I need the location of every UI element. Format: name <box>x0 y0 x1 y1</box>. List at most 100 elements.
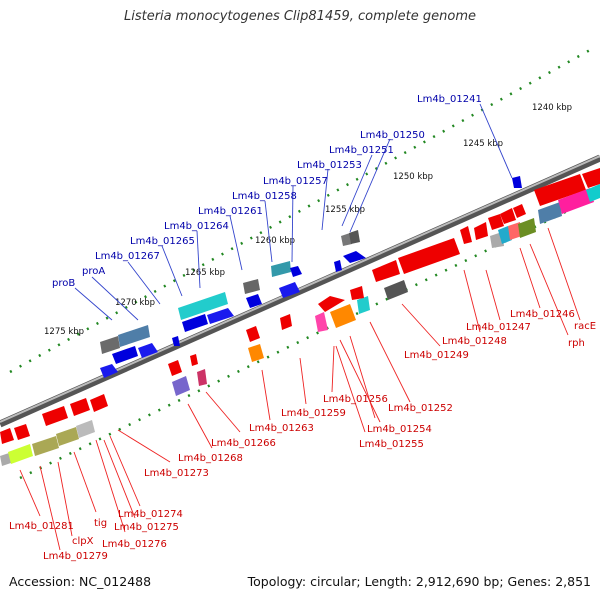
tick-label: 1250 kbp <box>393 172 433 182</box>
gene-reverse <box>90 394 108 412</box>
gene-forward <box>172 336 180 346</box>
tick-label: 1265 kbp <box>185 268 225 278</box>
gene-reverse <box>32 436 59 456</box>
gene-forward <box>178 292 228 320</box>
gene-reverse <box>0 428 14 444</box>
gene-forward <box>279 282 300 298</box>
gene-label-forward: proA <box>82 266 105 277</box>
gene-reverse <box>384 280 408 300</box>
gene-reverse <box>488 214 504 230</box>
gene-label-reverse: rph <box>568 338 585 349</box>
gene-label-reverse: Lm4b_01268 <box>178 453 243 464</box>
forward-genes <box>100 176 522 378</box>
gene-reverse <box>8 444 33 464</box>
gene-label-reverse: Lm4b_01252 <box>388 403 453 414</box>
gene-label-reverse: Lm4b_01249 <box>404 350 469 361</box>
gene-label-reverse: racE <box>574 321 596 332</box>
outer-tick-track <box>9 48 591 374</box>
genome-title: Listeria monocytogenes Clip81459, comple… <box>123 9 476 24</box>
gene-reverse <box>70 398 90 416</box>
gene-label-reverse: Lm4b_01279 <box>43 551 108 562</box>
tick-labels: 1240 kbp 1245 kbp 1250 kbp 1255 kbp 1260… <box>44 103 572 337</box>
gene-reverse <box>246 326 260 342</box>
gene-reverse <box>582 168 600 188</box>
gene-reverse <box>197 369 207 386</box>
reverse-leaders <box>19 227 581 551</box>
gene-label-reverse: Lm4b_01256 <box>323 394 388 405</box>
gene-forward <box>290 266 302 277</box>
gene-forward <box>271 261 291 277</box>
gene-reverse <box>474 222 488 240</box>
reverse-genes <box>0 168 600 466</box>
tick-label: 1275 kbp <box>44 327 84 337</box>
gene-label-forward: Lm4b_01241 <box>417 94 482 105</box>
gene-reverse <box>350 286 364 300</box>
gene-forward <box>100 364 118 378</box>
gene-label-forward: Lm4b_01258 <box>232 191 297 202</box>
forward-leaders <box>74 103 513 321</box>
gene-label-forward: Lm4b_01257 <box>263 176 328 187</box>
gene-reverse <box>42 406 68 426</box>
gene-label-forward: Lm4b_01264 <box>164 221 229 232</box>
tick-label: 1255 kbp <box>325 205 365 215</box>
genome-summary-text: Topology: circular; Length: 2,912,690 bp… <box>247 574 591 589</box>
gene-reverse <box>586 184 600 202</box>
gene-forward <box>343 251 366 263</box>
gene-reverse <box>280 314 292 330</box>
gene-forward <box>349 230 360 244</box>
gene-forward <box>334 260 342 272</box>
gene-label-reverse: Lm4b_01259 <box>281 408 346 419</box>
gene-label-reverse: clpX <box>72 536 94 547</box>
gene-label-forward: Lm4b_01253 <box>297 160 362 171</box>
gene-reverse <box>398 238 460 274</box>
gene-reverse <box>372 260 400 282</box>
gene-forward <box>512 176 522 188</box>
genome-backbone <box>0 154 600 428</box>
gene-reverse <box>168 360 182 376</box>
gene-label-forward: Lm4b_01250 <box>360 130 425 141</box>
accession-text: Accession: NC_012488 <box>9 574 152 589</box>
gene-label-reverse: Lm4b_01246 <box>510 309 575 320</box>
gene-reverse <box>357 296 370 314</box>
gene-reverse <box>534 174 586 206</box>
gene-forward <box>207 308 234 324</box>
gene-label-forward: proB <box>52 278 75 289</box>
gene-reverse <box>318 296 345 312</box>
gene-forward <box>246 294 262 308</box>
gene-label-reverse: Lm4b_01281 <box>9 521 74 532</box>
gene-reverse <box>558 188 594 214</box>
gene-label-reverse: tig <box>94 518 107 529</box>
gene-label-reverse: Lm4b_01276 <box>102 539 167 550</box>
gene-label-reverse: Lm4b_01255 <box>359 439 424 450</box>
gene-reverse <box>172 376 190 396</box>
forward-labels: Lm4b_01241 Lm4b_01250 Lm4b_01251 Lm4b_01… <box>52 94 482 289</box>
gene-label-forward: Lm4b_01251 <box>329 145 394 156</box>
gene-forward <box>341 233 352 246</box>
gene-forward <box>112 346 138 364</box>
gene-label-reverse: Lm4b_01275 <box>114 522 179 533</box>
gene-forward <box>138 343 158 358</box>
gene-reverse <box>460 226 472 244</box>
gene-reverse <box>500 208 516 224</box>
gene-reverse <box>518 218 536 238</box>
gene-label-forward: Lm4b_01261 <box>198 206 263 217</box>
gene-reverse <box>14 424 30 440</box>
tick-label: 1270 kbp <box>115 298 155 308</box>
reverse-labels: racE rph Lm4b_01246 Lm4b_01247 Lm4b_0124… <box>9 309 596 562</box>
tick-label: 1240 kbp <box>532 103 572 113</box>
gene-forward <box>118 325 150 347</box>
gene-label-reverse: Lm4b_01247 <box>466 322 531 333</box>
gene-reverse <box>513 204 526 218</box>
gene-label-reverse: Lm4b_01248 <box>442 336 507 347</box>
gene-reverse <box>330 304 356 328</box>
gene-label-reverse: Lm4b_01266 <box>211 438 276 449</box>
gene-label-reverse: Lm4b_01263 <box>249 423 314 434</box>
gene-reverse <box>538 202 562 224</box>
gene-reverse <box>56 427 79 446</box>
gene-reverse <box>190 354 198 366</box>
gene-forward <box>243 279 260 294</box>
tick-label: 1245 kbp <box>463 139 503 149</box>
gene-label-reverse: Lm4b_01254 <box>367 424 432 435</box>
